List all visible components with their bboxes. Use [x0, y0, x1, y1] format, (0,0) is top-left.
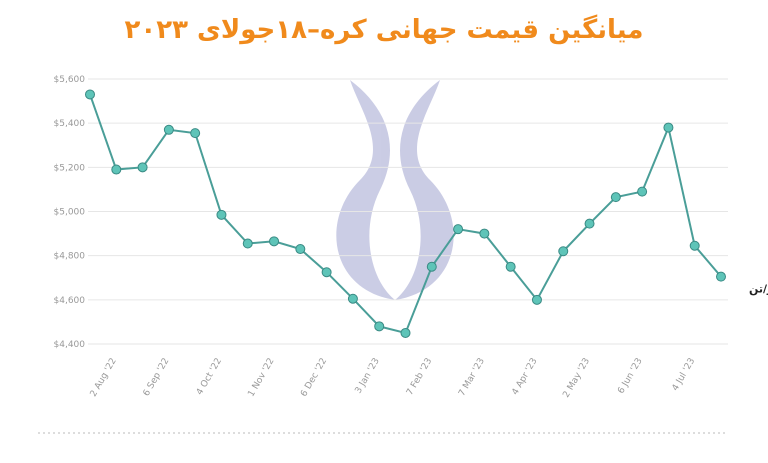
- x-tick-label: 2 May '23: [561, 357, 592, 400]
- data-point: [269, 236, 280, 247]
- watermark-logo: [336, 80, 454, 300]
- data-point: [637, 186, 648, 197]
- data-label: ۴۷۰۵دلار/تن: [749, 283, 768, 296]
- x-tick-label: 1 Nov '22: [247, 357, 277, 399]
- y-tick-label: $5,600: [54, 75, 86, 85]
- chart-title: میانگین قیمت جهانی کره–۱۸جولای ۲۰۲۳: [124, 14, 643, 45]
- data-point: [111, 164, 122, 175]
- data-point: [85, 89, 95, 100]
- x-tick-label: 7 Feb '23: [405, 357, 434, 398]
- data-point: [558, 246, 569, 257]
- y-tick-label: $4,600: [54, 296, 86, 306]
- x-tick-label: 4 Jul '23: [671, 357, 698, 393]
- data-point: [426, 261, 437, 272]
- data-point: [347, 293, 358, 304]
- x-tick-label: 6 Jun '23: [616, 357, 644, 396]
- x-tick-label: 2 Aug '22: [89, 357, 119, 399]
- y-tick-label: $5,400: [54, 119, 86, 129]
- data-point: [689, 240, 700, 251]
- data-point: [242, 238, 253, 249]
- x-tick-label: 6 Dec '22: [299, 357, 329, 399]
- y-tick-label: $4,800: [54, 252, 86, 262]
- data-point: [531, 294, 542, 305]
- x-tick-label: 6 Sep '22: [142, 357, 172, 399]
- data-point: [453, 224, 464, 235]
- x-tick-label: 7 Mar '23: [457, 357, 487, 399]
- y-tick-label: $5,000: [54, 208, 86, 218]
- y-tick-label: $4,400: [54, 340, 86, 350]
- x-tick-label: 4 Oct '22: [195, 357, 224, 397]
- data-point: [505, 261, 516, 272]
- data-point: [479, 228, 490, 239]
- data-point: [216, 209, 227, 220]
- data-point: [137, 162, 148, 173]
- data-point: [716, 271, 726, 282]
- data-point: [190, 128, 201, 139]
- data-point: [321, 267, 332, 278]
- y-tick-label: $5,200: [54, 163, 86, 173]
- data-point: [295, 244, 306, 255]
- data-point: [374, 321, 385, 332]
- x-tick-label: 3 Jan '23: [354, 357, 382, 396]
- data-point: [400, 327, 411, 338]
- data-point: [163, 124, 174, 135]
- data-point: [663, 122, 674, 133]
- data-point: [584, 218, 595, 229]
- data-point: [610, 192, 621, 203]
- x-tick-label: 4 Apr '23: [510, 357, 539, 397]
